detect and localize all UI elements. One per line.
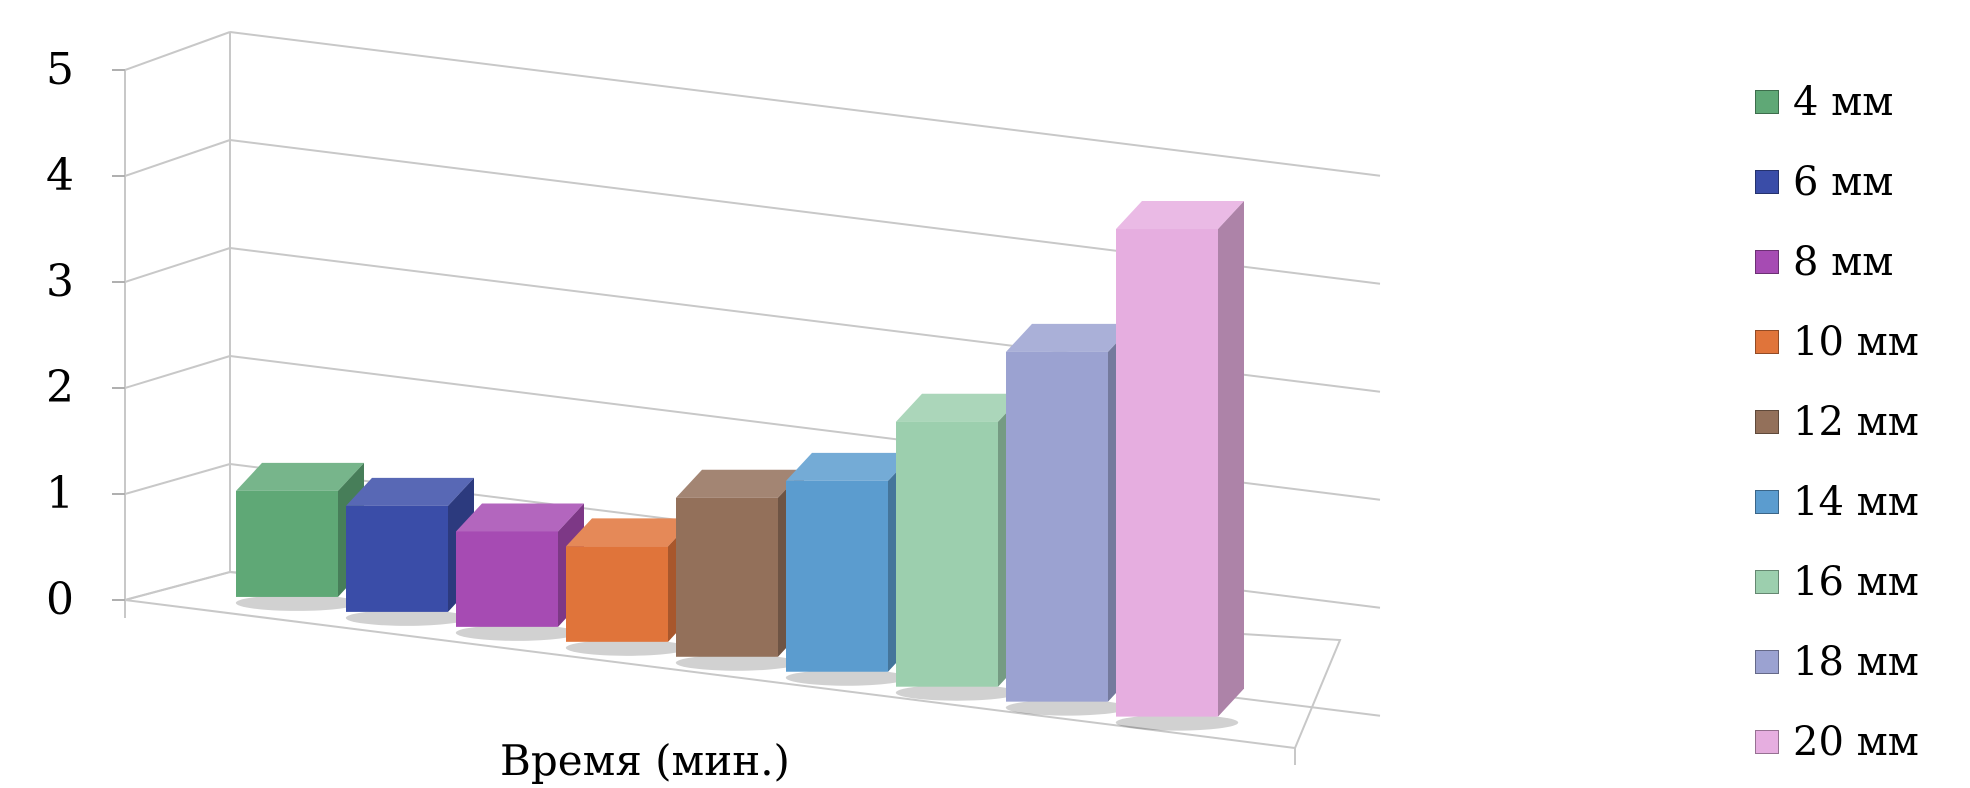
- gridline-left: [124, 463, 231, 495]
- legend-label: 4 мм: [1793, 79, 1894, 125]
- bar: [235, 462, 364, 611]
- legend-item: 6 мм: [1755, 142, 1919, 222]
- bar-front: [676, 497, 778, 657]
- bar-shadow: [785, 669, 909, 686]
- floor: [124, 570, 1342, 750]
- legend-label: 8 мм: [1793, 239, 1894, 285]
- bar: [785, 452, 914, 686]
- bar-shadow: [1115, 714, 1239, 731]
- gridline-back: [229, 31, 1381, 177]
- legend-label: 16 мм: [1793, 559, 1919, 605]
- bar: [345, 477, 474, 626]
- bar: [675, 469, 804, 671]
- bar-front: [566, 546, 668, 642]
- bars: [235, 201, 1244, 731]
- legend-item: 8 мм: [1755, 222, 1919, 302]
- bar: [1005, 323, 1134, 716]
- legend-swatch: [1755, 250, 1779, 274]
- legend-swatch: [1755, 650, 1779, 674]
- legend-label: 6 мм: [1793, 159, 1894, 205]
- bar-shadow: [895, 684, 1019, 701]
- bar-front: [1116, 229, 1218, 717]
- y-tick-label: 0: [46, 574, 74, 625]
- bar-front: [346, 505, 448, 612]
- bar-top: [566, 518, 694, 547]
- x-axis-title: Время (мин.): [500, 736, 790, 785]
- bar-top: [676, 469, 804, 498]
- legend-swatch: [1755, 90, 1779, 114]
- legend-label: 20 мм: [1793, 719, 1919, 765]
- legend-item: 20 мм: [1755, 702, 1919, 782]
- legend-swatch: [1755, 570, 1779, 594]
- bar-front: [896, 421, 998, 687]
- bar-top: [786, 452, 914, 481]
- legend-swatch: [1755, 410, 1779, 434]
- legend-item: 14 мм: [1755, 462, 1919, 542]
- bar-shadow: [565, 639, 689, 656]
- legend-item: 18 мм: [1755, 622, 1919, 702]
- bar-top: [1116, 201, 1244, 230]
- legend-swatch: [1755, 330, 1779, 354]
- gridline-left: [124, 139, 231, 177]
- bar: [455, 503, 584, 641]
- bar-shadow: [675, 654, 799, 671]
- bar-front: [236, 490, 338, 597]
- legend-item: 12 мм: [1755, 382, 1919, 462]
- legend-label: 10 мм: [1793, 319, 1919, 365]
- legend-item: 10 мм: [1755, 302, 1919, 382]
- bar-top: [456, 503, 584, 532]
- bar-top: [896, 393, 1024, 422]
- chart-walls: [124, 32, 1342, 765]
- bar-shadow: [345, 609, 469, 626]
- bar-front: [786, 480, 888, 672]
- legend-swatch: [1755, 490, 1779, 514]
- gridline-left: [124, 247, 231, 283]
- bar: [895, 393, 1024, 701]
- bar-shadow: [235, 594, 359, 611]
- bar-side: [1218, 201, 1244, 717]
- gridline-left: [124, 355, 231, 389]
- y-tick-label: 2: [46, 362, 74, 413]
- legend-swatch: [1755, 730, 1779, 754]
- y-axis-ticks: 0 1 2 3 4 5: [46, 44, 125, 625]
- legend-item: 4 мм: [1755, 62, 1919, 142]
- bar-shadow: [455, 624, 579, 641]
- y-tick-label: 5: [46, 44, 74, 95]
- legend-swatch: [1755, 170, 1779, 194]
- bar-front: [456, 531, 558, 627]
- bar: [1115, 201, 1244, 731]
- legend-item: 16 мм: [1755, 542, 1919, 622]
- legend-label: 12 мм: [1793, 399, 1919, 445]
- legend-label: 14 мм: [1793, 479, 1919, 525]
- gridline-left: [124, 31, 231, 71]
- bar-top: [1006, 323, 1134, 352]
- bar: [565, 518, 694, 656]
- bar-front: [1006, 351, 1108, 702]
- bar-top: [346, 477, 474, 506]
- y-tick-label: 1: [46, 468, 74, 519]
- bar-top: [236, 462, 364, 491]
- legend: 4 мм 6 мм 8 мм 10 мм 12 мм 14 мм 16 мм 18 мм 20 …: [1755, 62, 1919, 782]
- y-tick-label: 3: [46, 256, 74, 307]
- legend-label: 18 мм: [1793, 639, 1919, 685]
- bar-shadow: [1005, 699, 1129, 716]
- y-tick-label: 4: [46, 150, 74, 201]
